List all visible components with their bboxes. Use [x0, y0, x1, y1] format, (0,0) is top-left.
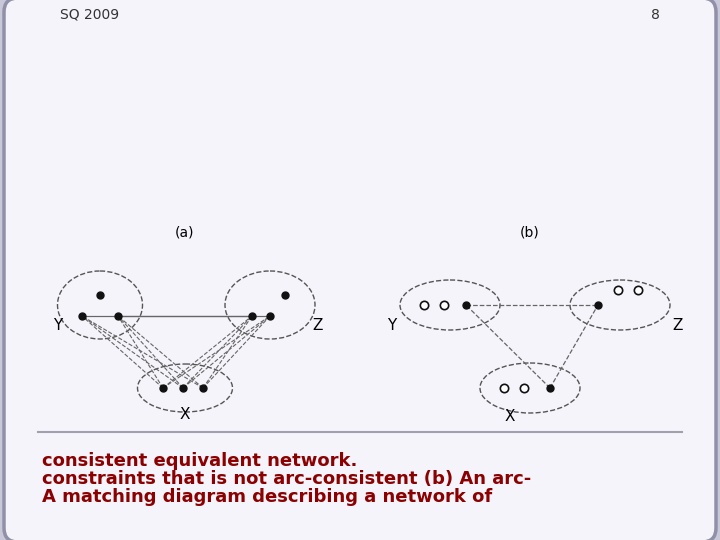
Text: Z: Z: [672, 318, 683, 333]
FancyBboxPatch shape: [4, 0, 716, 540]
Text: consistent equivalent network.: consistent equivalent network.: [42, 452, 357, 470]
Text: Y: Y: [53, 318, 63, 333]
Text: X: X: [505, 409, 516, 424]
Text: SQ 2009: SQ 2009: [60, 8, 119, 22]
Text: (a): (a): [175, 225, 194, 239]
Text: A matching diagram describing a network of: A matching diagram describing a network …: [42, 488, 492, 506]
Text: X: X: [180, 407, 190, 422]
Text: 8: 8: [651, 8, 660, 22]
Text: Y: Y: [387, 318, 397, 333]
Text: constraints that is not arc-consistent (b) An arc-: constraints that is not arc-consistent (…: [42, 470, 531, 488]
Text: Z: Z: [312, 318, 323, 333]
Text: (b): (b): [520, 225, 540, 239]
